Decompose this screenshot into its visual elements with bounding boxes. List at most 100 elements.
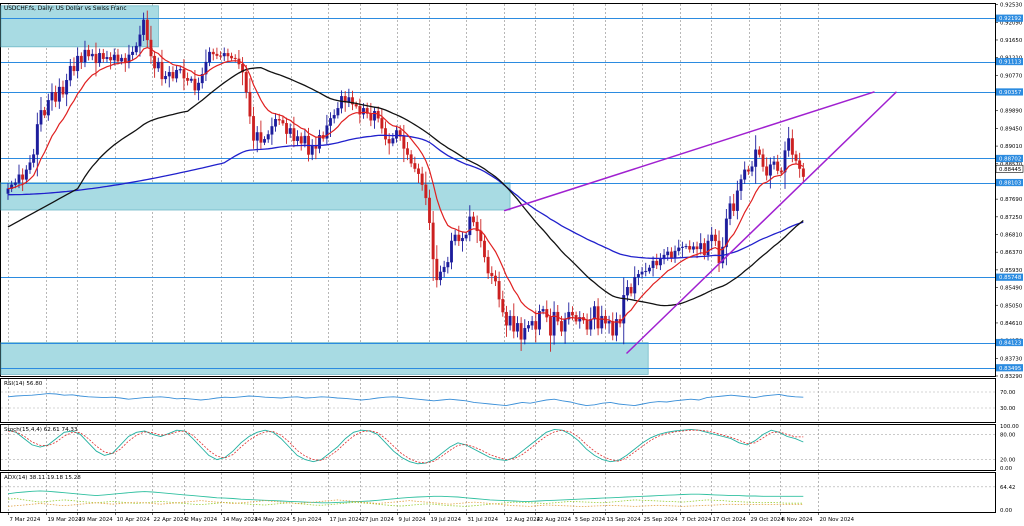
- bearish-candle: [494, 275, 497, 282]
- bullish-candle: [450, 240, 453, 263]
- y-tick-label: 0.87250: [1000, 215, 1023, 221]
- bearish-candle: [435, 258, 439, 281]
- bullish-candle: [754, 149, 758, 167]
- bullish-candle: [156, 61, 160, 69]
- bearish-candle: [402, 136, 406, 149]
- bearish-candle: [193, 78, 197, 91]
- price-level-tag: [996, 154, 1023, 163]
- indicator-level-label: 0.00: [1000, 466, 1013, 472]
- bearish-candle: [420, 173, 424, 185]
- bullish-candle: [640, 271, 644, 275]
- bearish-candle: [219, 55, 223, 57]
- bearish-candle: [512, 315, 516, 332]
- bullish-candle: [90, 53, 94, 57]
- bullish-candle: [83, 49, 87, 63]
- bullish-candle: [303, 135, 307, 144]
- x-tick-label: 17 Jun 2024: [330, 517, 363, 523]
- bullish-candle: [743, 169, 747, 180]
- bearish-candle: [160, 61, 164, 80]
- bearish-candle: [713, 234, 717, 242]
- price-level-label: 0.90357: [999, 90, 1021, 96]
- bearish-candle: [611, 321, 615, 336]
- bullish-candle: [200, 73, 204, 84]
- bullish-candle: [131, 51, 135, 56]
- bullish-candle: [636, 274, 640, 278]
- bullish-candle: [552, 311, 556, 336]
- bearish-candle: [358, 106, 362, 115]
- panel-frame-adx: [0, 472, 996, 513]
- bearish-candle: [669, 251, 673, 259]
- bearish-candle: [457, 234, 461, 242]
- bearish-candle: [695, 246, 699, 250]
- bullish-candle: [464, 234, 468, 239]
- y-tick-label: 0.92530: [1000, 3, 1023, 9]
- bullish-candle: [677, 247, 681, 252]
- bullish-candle: [17, 174, 21, 183]
- bullish-candle: [446, 262, 450, 268]
- bullish-candle: [600, 315, 604, 329]
- bearish-candle: [570, 311, 574, 316]
- bearish-candle: [72, 65, 76, 72]
- bearish-candle: [501, 299, 505, 313]
- bullish-candle: [134, 45, 138, 53]
- bullish-candle: [112, 54, 116, 61]
- y-tick-label: 0.91650: [1000, 38, 1023, 44]
- bearish-candle: [101, 53, 105, 60]
- bullish-candle: [607, 321, 611, 324]
- bullish-candle: [592, 306, 596, 320]
- bearish-candle: [21, 174, 25, 180]
- bullish-candle: [98, 53, 102, 64]
- bullish-candle: [340, 96, 343, 109]
- bearish-candle: [94, 53, 98, 64]
- bullish-candle: [783, 150, 787, 173]
- bearish-candle: [171, 71, 175, 79]
- bearish-candle: [585, 319, 589, 330]
- bearish-candle: [746, 169, 750, 172]
- adx-title: ADX(14) 38.11 19.18 15.28: [4, 475, 81, 481]
- trendline[interactable]: [503, 91, 875, 212]
- bullish-candle: [318, 135, 321, 149]
- bullish-candle: [680, 246, 684, 248]
- bearish-candle: [483, 240, 486, 258]
- bullish-candle: [658, 258, 662, 266]
- bullish-candle: [442, 266, 446, 273]
- bullish-candle: [274, 119, 278, 127]
- y-tick-label: 0.89010: [1000, 144, 1023, 150]
- x-tick-label: 2 May 2024: [186, 517, 218, 523]
- bullish-candle: [589, 319, 593, 330]
- bearish-candle: [244, 71, 248, 93]
- x-tick-label: 22 Aug 2024: [537, 517, 572, 523]
- x-tick-label: 14 May 2024: [223, 517, 259, 523]
- bullish-candle: [50, 92, 54, 101]
- current-price-tag: [995, 164, 1024, 173]
- bullish-candle: [362, 108, 365, 115]
- rsi-line: [7, 393, 804, 407]
- bullish-candle: [468, 216, 472, 236]
- bullish-candle: [189, 78, 193, 81]
- bearish-candle: [409, 154, 413, 164]
- bearish-candle: [629, 287, 633, 294]
- x-tick-label: 7 Mar 2024: [10, 517, 41, 523]
- bearish-candle: [424, 184, 428, 199]
- bullish-candle: [633, 276, 637, 294]
- bearish-candle: [534, 321, 538, 330]
- bullish-candle: [197, 82, 201, 91]
- bearish-candle: [505, 311, 508, 326]
- x-tick-label: 17 Oct 2024: [713, 517, 747, 523]
- x-tick-label: 20 Nov 2024: [820, 517, 855, 523]
- x-tick-label: 3 Sep 2024: [575, 517, 606, 523]
- bearish-candle: [109, 57, 113, 61]
- x-tick-label: 9 Jul 2024: [399, 517, 427, 523]
- bearish-candle: [428, 197, 431, 224]
- moving-average-fast: [7, 46, 804, 323]
- bullish-candle: [647, 267, 651, 272]
- trendline[interactable]: [625, 91, 898, 355]
- bullish-candle: [46, 100, 50, 116]
- price-level-tag: [996, 88, 1023, 96]
- indicator-level-label: 0.00: [1000, 508, 1013, 514]
- y-tick-label: 0.85930: [1000, 268, 1023, 274]
- x-tick-label: 7 Oct 2024: [682, 517, 712, 523]
- bullish-candle: [57, 86, 61, 102]
- x-tick-label: 8 Nov 2024: [782, 517, 814, 523]
- bearish-candle: [497, 280, 501, 300]
